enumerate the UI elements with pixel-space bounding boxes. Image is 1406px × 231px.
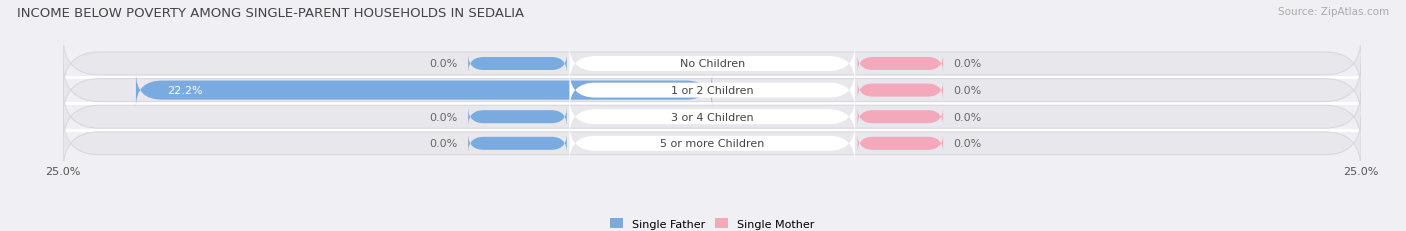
Text: 0.0%: 0.0% bbox=[429, 139, 458, 149]
Text: 3 or 4 Children: 3 or 4 Children bbox=[671, 112, 754, 122]
FancyBboxPatch shape bbox=[858, 134, 943, 153]
Text: 1 or 2 Children: 1 or 2 Children bbox=[671, 86, 754, 96]
Text: No Children: No Children bbox=[679, 59, 745, 69]
Text: 0.0%: 0.0% bbox=[953, 86, 981, 96]
Text: 0.0%: 0.0% bbox=[953, 139, 981, 149]
FancyBboxPatch shape bbox=[569, 72, 855, 110]
FancyBboxPatch shape bbox=[858, 55, 943, 74]
Legend: Single Father, Single Mother: Single Father, Single Mother bbox=[606, 214, 818, 231]
FancyBboxPatch shape bbox=[63, 118, 1361, 169]
Text: 0.0%: 0.0% bbox=[429, 112, 458, 122]
Text: 0.0%: 0.0% bbox=[429, 59, 458, 69]
FancyBboxPatch shape bbox=[569, 125, 855, 163]
FancyBboxPatch shape bbox=[136, 74, 713, 108]
FancyBboxPatch shape bbox=[63, 39, 1361, 90]
FancyBboxPatch shape bbox=[858, 81, 943, 100]
FancyBboxPatch shape bbox=[569, 45, 855, 83]
FancyBboxPatch shape bbox=[468, 55, 567, 74]
FancyBboxPatch shape bbox=[858, 108, 943, 127]
FancyBboxPatch shape bbox=[468, 134, 567, 153]
Text: Source: ZipAtlas.com: Source: ZipAtlas.com bbox=[1278, 7, 1389, 17]
FancyBboxPatch shape bbox=[63, 65, 1361, 116]
FancyBboxPatch shape bbox=[569, 98, 855, 136]
Text: INCOME BELOW POVERTY AMONG SINGLE-PARENT HOUSEHOLDS IN SEDALIA: INCOME BELOW POVERTY AMONG SINGLE-PARENT… bbox=[17, 7, 524, 20]
Text: 5 or more Children: 5 or more Children bbox=[659, 139, 765, 149]
Text: 0.0%: 0.0% bbox=[953, 59, 981, 69]
Text: 0.0%: 0.0% bbox=[953, 112, 981, 122]
Text: 22.2%: 22.2% bbox=[167, 86, 202, 96]
FancyBboxPatch shape bbox=[468, 108, 567, 127]
FancyBboxPatch shape bbox=[63, 91, 1361, 143]
